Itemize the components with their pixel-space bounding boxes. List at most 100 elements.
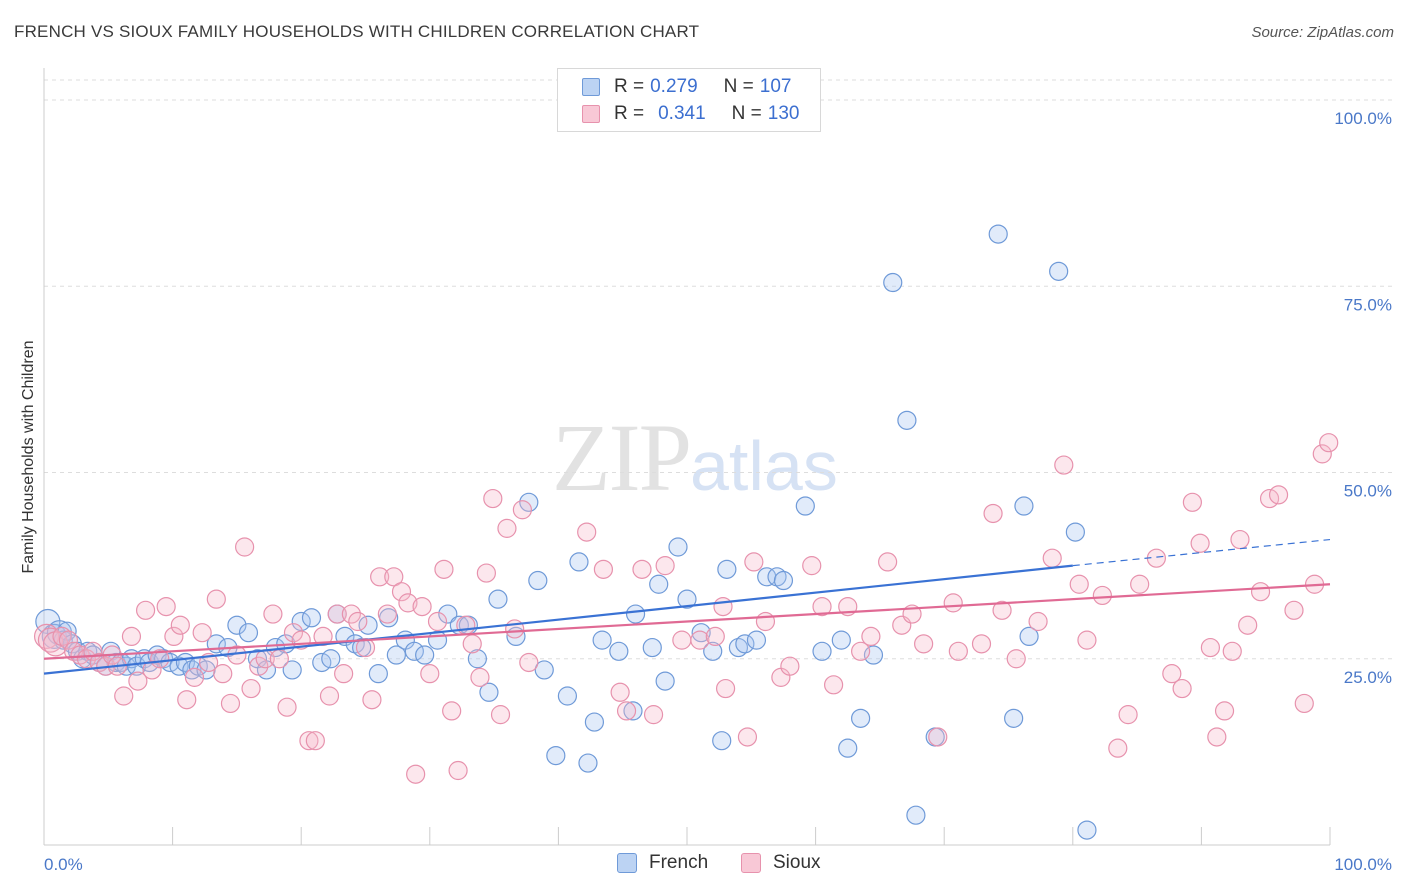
sioux-point	[971, 634, 992, 654]
french-point	[1019, 626, 1039, 647]
french-legend-swatch	[617, 853, 637, 873]
sioux-point	[170, 615, 190, 635]
french-point	[677, 589, 697, 609]
french-point	[1049, 261, 1069, 281]
chart-title: FRENCH VS SIOUX FAMILY HOUSEHOLDS WITH C…	[14, 22, 700, 41]
sioux-n-value: 130	[767, 103, 800, 124]
y-tick-label: 50.0%	[1344, 482, 1392, 501]
sioux-point	[241, 678, 261, 699]
sioux-point	[1200, 637, 1221, 658]
sioux-point	[199, 652, 219, 673]
sioux-point	[434, 559, 454, 579]
legend-r-label: R =	[614, 103, 645, 124]
sioux-point	[269, 649, 289, 669]
french-point	[863, 645, 884, 665]
legend-row-french: R = 0.279 N = 107	[582, 74, 791, 100]
sioux-point	[755, 611, 776, 632]
sioux-point	[192, 623, 212, 643]
sioux-point	[1222, 641, 1242, 661]
sioux-point	[715, 678, 736, 699]
french-swatch	[582, 78, 600, 96]
watermark-zip: ZIP	[552, 404, 692, 511]
stats-legend: R = 0.279 N = 107 R = 0.341 N = 130	[557, 68, 821, 132]
y-axis-label: Family Households with Children	[20, 341, 37, 574]
sioux-point	[948, 641, 968, 661]
sioux-point	[1294, 693, 1314, 714]
french-point	[988, 224, 1008, 244]
sioux-point	[406, 764, 426, 784]
sioux-point	[377, 604, 397, 624]
sioux-point	[476, 563, 496, 583]
sioux-point	[672, 630, 692, 650]
sioux-point	[1069, 574, 1089, 594]
sioux-point	[177, 690, 197, 710]
french-point	[368, 664, 388, 684]
french-point	[569, 552, 589, 572]
french-point	[301, 608, 322, 628]
y-tick-label: 25.0%	[1344, 668, 1392, 687]
sioux-point	[1230, 529, 1250, 550]
sioux-point	[334, 664, 354, 684]
y-tick-label: 75.0%	[1344, 295, 1392, 314]
legend-row-sioux: R = 0.341 N = 130	[582, 101, 799, 127]
sioux-point	[1172, 678, 1192, 699]
french-point	[625, 604, 646, 624]
sioux-point	[1190, 533, 1210, 553]
sioux-point	[744, 552, 764, 572]
french-point	[519, 492, 539, 512]
sioux-points	[33, 433, 1339, 784]
sioux-point	[448, 760, 468, 781]
french-point	[746, 630, 767, 650]
source-credit: Source: ZipAtlas.com	[1251, 24, 1394, 41]
french-point	[1014, 496, 1034, 516]
french-point	[1004, 708, 1024, 728]
french-point	[851, 708, 871, 728]
sioux-point	[156, 596, 176, 617]
french-point	[1077, 820, 1097, 840]
french-legend-label: French	[649, 852, 709, 873]
french-point	[691, 623, 711, 643]
french-point	[438, 604, 458, 624]
sioux-point	[593, 559, 614, 579]
french-point	[623, 701, 643, 721]
french-n-value: 107	[759, 76, 792, 97]
sioux-point	[114, 686, 134, 706]
french-point	[897, 410, 917, 430]
sioux-point	[812, 596, 832, 617]
french-point	[703, 641, 723, 661]
french-point	[386, 645, 406, 665]
sioux-point	[362, 690, 382, 710]
french-point	[415, 645, 435, 665]
sioux-point	[851, 641, 871, 661]
french-point	[609, 641, 629, 661]
sioux-point	[420, 664, 440, 684]
french-point	[906, 805, 926, 825]
sioux-point	[1214, 701, 1235, 721]
french-point	[735, 634, 755, 654]
x-tick-label-start: 0.0%	[44, 855, 83, 874]
sioux-legend-label: Sioux	[773, 852, 821, 873]
sioux-point	[213, 664, 233, 684]
sioux-point	[370, 567, 390, 587]
sioux-point	[1319, 433, 1339, 453]
sioux-point	[643, 705, 664, 725]
sioux-point	[1207, 727, 1227, 747]
sioux-point	[497, 518, 517, 538]
sioux-point	[249, 656, 269, 676]
sioux-point	[184, 667, 205, 687]
sioux-point	[462, 634, 482, 654]
french-point	[668, 537, 688, 557]
french-point	[1065, 522, 1085, 542]
sioux-point	[878, 552, 898, 572]
french-point	[584, 712, 605, 732]
y-tick-label: 100.0%	[1334, 109, 1392, 128]
sioux-point	[577, 522, 597, 542]
sioux-point	[142, 660, 162, 680]
legend-n-label: N =	[731, 103, 762, 124]
french-point	[642, 637, 662, 658]
french-r-value: 0.279	[650, 76, 698, 97]
french-trend-line	[43, 564, 1073, 675]
french-point	[358, 615, 378, 635]
axes	[43, 68, 1331, 846]
